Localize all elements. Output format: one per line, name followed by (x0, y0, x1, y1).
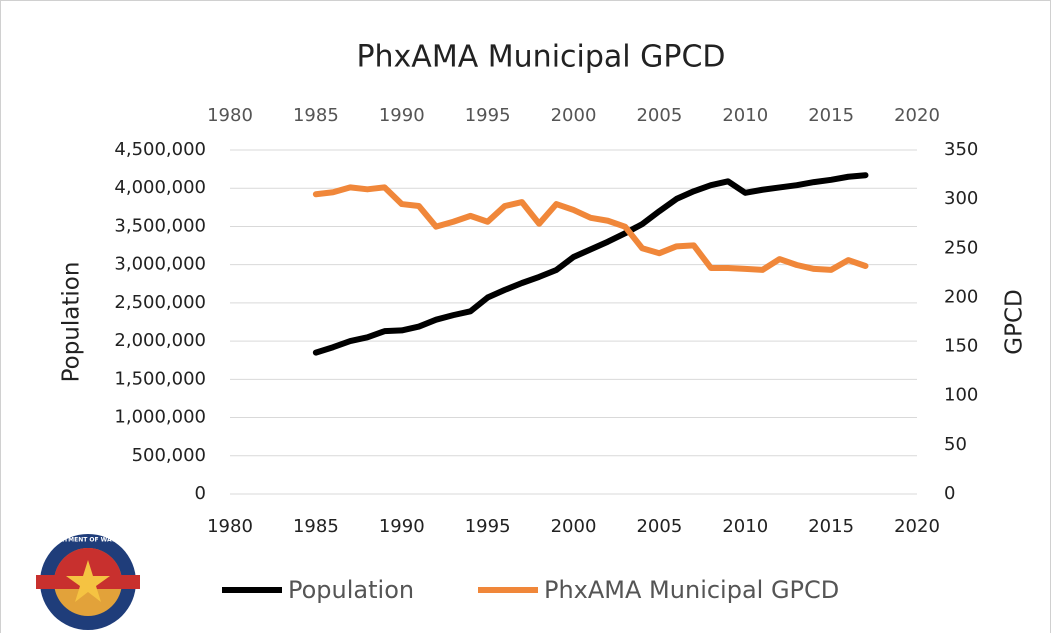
x-tick-label: 2015 (808, 516, 854, 537)
x-tick-label: 1985 (293, 516, 339, 537)
logo-star (66, 560, 110, 602)
y-tick-label: 4,000,000 (114, 177, 206, 198)
x-tick-label: 1995 (465, 516, 511, 537)
y-tick-label: 2,500,000 (114, 292, 206, 313)
chart-title: PhxAMA Municipal GPCD (356, 40, 725, 75)
x2-tick-label: 2000 (551, 105, 597, 126)
y-tick-label: 4,500,000 (114, 139, 206, 160)
x2-tick-label: 1985 (293, 105, 339, 126)
y2-tick-label: 100 (944, 385, 978, 406)
y-tick-label: 3,500,000 (114, 215, 206, 236)
y-tick-label: 3,000,000 (114, 254, 206, 275)
x-tick-label: 2020 (894, 516, 940, 537)
y2-tick-label: 0 (944, 483, 955, 504)
x2-tick-label: 2005 (636, 105, 682, 126)
logo: ARIZONA DEPARTMENT OF WATER RESOURCES (9, 534, 167, 630)
y2-tick-label: 150 (944, 336, 978, 357)
x-tick-label: 2000 (551, 516, 597, 537)
x-tick-label: 2010 (722, 516, 768, 537)
x-tick-label: 1980 (207, 516, 253, 537)
logo-text: ARIZONA DEPARTMENT OF WATER RESOURCES (9, 537, 166, 544)
line-series (312, 172, 869, 356)
y2-tick-label: 300 (944, 188, 978, 209)
y-tick-label: 1,000,000 (114, 407, 206, 428)
x2-tick-label: 1980 (207, 105, 253, 126)
y2-tick-label: 200 (944, 286, 978, 307)
x2-tick-label: 2020 (894, 105, 940, 126)
x-tick-label: 1990 (379, 516, 425, 537)
y2-tick-label: 250 (944, 237, 978, 258)
x2-tick-label: 1990 (379, 105, 425, 126)
x2-tick-label: 1995 (465, 105, 511, 126)
x2-tick-label: 2015 (808, 105, 854, 126)
y2-axis-title: GPCD (1002, 289, 1028, 354)
y2-tick-label: 350 (944, 139, 978, 160)
line-series (312, 184, 869, 273)
y-tick-label: 2,000,000 (114, 330, 206, 351)
y2-tick-label: 50 (944, 434, 967, 455)
legend-label: PhxAMA Municipal GPCD (544, 576, 839, 604)
legend-label: Population (288, 576, 414, 604)
x2-tick-label: 2010 (722, 105, 768, 126)
x-tick-label: 2005 (636, 516, 682, 537)
y-tick-label: 1,500,000 (114, 368, 206, 389)
y-tick-label: 0 (195, 483, 206, 504)
y-axis-title: Population (59, 262, 85, 383)
y-tick-label: 500,000 (132, 445, 206, 466)
